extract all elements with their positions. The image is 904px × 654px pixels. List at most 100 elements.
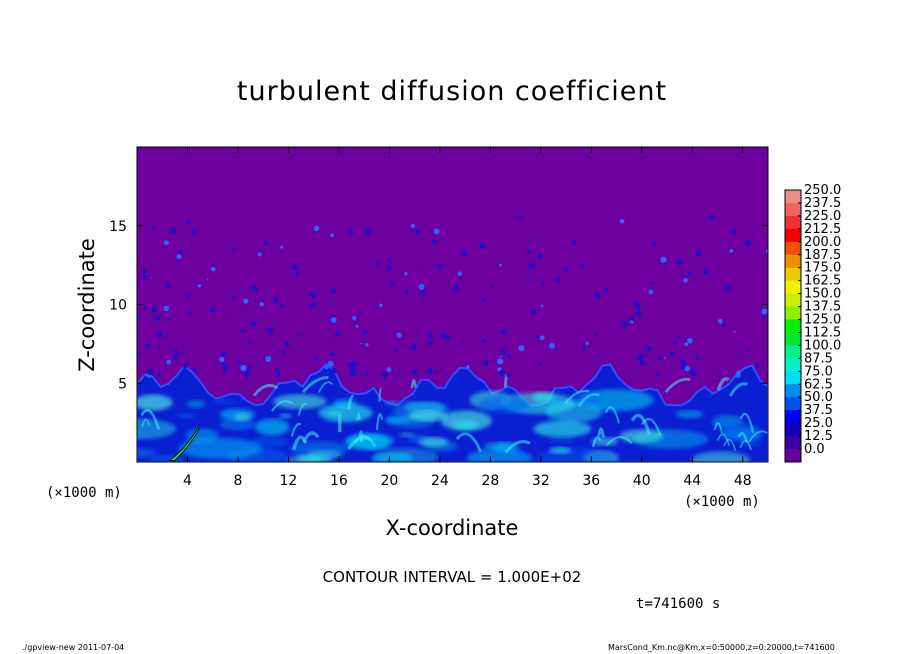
eddy [233, 412, 251, 421]
turbulence-blob [365, 343, 369, 347]
turbulence-blob [590, 240, 594, 244]
turbulence-blob [517, 216, 522, 220]
turbulence-blob [357, 336, 360, 339]
turbulence-blob [755, 364, 760, 368]
eddy-streak [318, 381, 334, 393]
turbulence-blob [163, 336, 166, 340]
turbulence-blob [230, 295, 235, 300]
turbulence-blob [499, 263, 502, 267]
eddy-streak [716, 433, 730, 446]
turbulence-blob [137, 315, 141, 319]
eddy-streak [140, 409, 161, 430]
turbulence-blob [257, 252, 262, 257]
turbulence-blob [660, 256, 667, 263]
turbulence-blob [330, 233, 335, 238]
x-tick-label: 16 [330, 473, 348, 489]
colorbar-swatch [785, 215, 801, 230]
turbulence-blob [479, 242, 486, 249]
turbulence-blob [181, 343, 186, 347]
turbulence-blob [259, 302, 264, 307]
eddy-streak [713, 422, 723, 434]
colorbar: 250.0237.5225.0212.5200.0187.5175.0162.5… [784, 183, 841, 463]
turbulence-blob [281, 350, 286, 354]
turbulence-blob [695, 250, 702, 257]
turbulence-blob [534, 236, 538, 239]
turbulence-blob [310, 302, 317, 309]
turbulence-blob [415, 229, 421, 235]
turbulence-blob [501, 329, 508, 335]
colorbar-label: 125.0 [804, 313, 841, 328]
turbulence-blob [530, 309, 537, 316]
turbulence-blob [386, 258, 391, 263]
turbulence-blob [621, 320, 626, 324]
turbulence-blob [717, 318, 723, 324]
turbulence-blob [383, 325, 386, 328]
turbulence-blob [571, 240, 577, 246]
colorbar-label: 87.5 [804, 351, 833, 366]
turbulence-blob [433, 228, 440, 235]
eddy [273, 394, 327, 409]
eddy [137, 447, 156, 458]
turbulence-blob [188, 311, 193, 316]
eddy [403, 401, 446, 414]
turbulence-blob [404, 272, 408, 276]
colorbar-label: 175.0 [804, 261, 841, 276]
turbulence-blob [411, 343, 417, 350]
turbulence-blob [431, 238, 438, 246]
turbulence-blob [708, 297, 711, 300]
turbulence-blob [313, 225, 320, 232]
turbulence-blob [325, 302, 328, 305]
eddy-streak [347, 436, 372, 450]
eddy-streak [347, 394, 355, 410]
turbulence-blob [540, 304, 544, 308]
colorbar-label: 37.5 [804, 403, 833, 418]
colorbar-label: 25.0 [804, 416, 833, 431]
turbulence-blob [222, 363, 226, 367]
turbulence-blob [648, 289, 654, 295]
turbulence-blob [151, 226, 155, 231]
turbulence-blob [242, 304, 245, 308]
eddy-streak [729, 382, 749, 397]
colorbar-swatch [785, 293, 801, 308]
x-tick-label: 36 [582, 473, 600, 489]
turbulence-blob [182, 352, 185, 356]
turbulence-blob [386, 265, 392, 272]
turbulence-blob [436, 264, 441, 268]
turbulence-blob [396, 332, 402, 338]
eddy [571, 392, 603, 406]
turbulence-blob [350, 370, 357, 377]
turbulence-blob [506, 373, 511, 378]
turbulence-blob [639, 353, 644, 358]
turbulence-blob [147, 368, 154, 376]
eddy [478, 396, 530, 414]
turbulence-blob [461, 250, 468, 257]
y-tick-label: 10 [109, 298, 127, 314]
turbulence-blob [518, 345, 525, 352]
turbulence-blob [241, 329, 245, 333]
turbulence-blob [708, 215, 715, 221]
eddy-streak [378, 387, 383, 402]
eddy [675, 409, 704, 419]
turbulence-field [137, 215, 768, 462]
eddy [137, 394, 173, 411]
colorbar-label: 75.0 [804, 364, 833, 379]
eddy-streak [141, 418, 151, 428]
eddy-streak [716, 377, 730, 391]
colorbar-swatch [785, 241, 801, 256]
turbulence-blob [725, 284, 732, 291]
eddy-streak [739, 439, 752, 451]
turbulence-blob [426, 367, 433, 374]
turbulence-blob [142, 274, 147, 280]
turbulence-blob [331, 314, 335, 318]
turbulence-blob [192, 366, 198, 372]
turbulence-blob [156, 359, 159, 362]
x-tick-label: 48 [734, 473, 752, 489]
turbulence-blob [322, 373, 326, 377]
turbulence-blob [244, 371, 251, 378]
turbulence-blob [582, 348, 586, 352]
turbulence-blob [347, 362, 353, 367]
turbulence-blob [355, 324, 359, 328]
footer-source-label: MarsCond_Km.nc@Km,x=0:50000,z=0:20000,t=… [608, 643, 835, 652]
eddy-streak [630, 413, 651, 435]
